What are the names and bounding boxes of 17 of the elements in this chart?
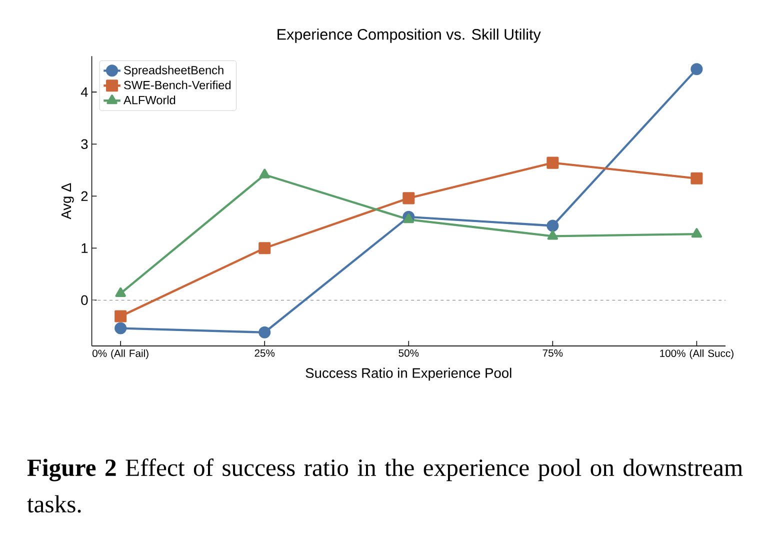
y-axis-title: Avg Δ	[62, 183, 74, 220]
y-tick-label: 1	[82, 243, 88, 253]
legend-label: ALFWorld	[124, 96, 176, 104]
x-tick-label: 50%	[398, 349, 419, 357]
x-tick-label: 75%	[542, 349, 563, 357]
legend-label: SWE-Bench-Verified	[124, 80, 231, 90]
y-tick-label: 4	[80, 87, 88, 97]
chart-title: Experience Composition vs. Skill Utility	[278, 28, 541, 43]
x-tick-label: 100% (All Succ)	[660, 349, 734, 360]
x-tick-label: 25%	[254, 349, 275, 357]
y-tick-label: 2	[81, 191, 88, 201]
y-tick-label: 3	[81, 139, 88, 149]
x-tick-label: 0% (All Fail)	[92, 349, 148, 360]
text: Figure 2 Effect of success ratio in the experience pool on downstream tasks.	[27, 458, 743, 513]
x-axis-title: Success Ratio in Experience Pool	[306, 368, 512, 381]
y-tick-label: 0	[81, 295, 88, 305]
legend-label: SpreadsheetBench	[124, 66, 224, 77]
